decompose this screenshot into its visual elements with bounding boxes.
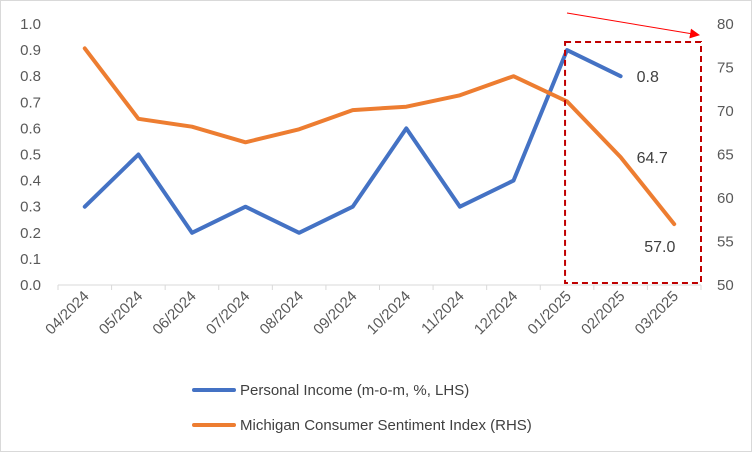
right-y-tick-label: 75 [717,60,734,77]
left-y-tick-label: 0.9 [20,42,41,59]
right-y-tick-label: 65 [717,147,734,164]
data-label: 57.0 [644,239,675,256]
highlight-box [564,41,703,284]
x-tick-label: 02/2025 [578,288,628,338]
data-label: 0.8 [637,69,659,86]
right-y-tick-label: 70 [717,103,734,120]
left-y-tick-label: 0.8 [20,68,41,85]
x-tick-label: 10/2024 [364,288,414,338]
series-line-2 [82,46,677,227]
series-line-1 [82,48,623,235]
left-y-tick-label: 0.1 [20,251,41,268]
legend-label-1: Personal Income (m-o-m, %, LHS) [240,382,469,399]
right-y-tick-label: 60 [717,190,734,207]
x-tick-label: 04/2024 [42,288,92,338]
trend-arrow [566,12,700,39]
left-y-tick-label: 1.0 [20,16,41,33]
right-y-tick-label: 55 [717,234,734,251]
x-tick-label: 03/2025 [632,288,682,338]
right-y-tick-label: 80 [717,16,734,33]
x-tick-label: 11/2024 [418,288,468,338]
x-tick-label: 09/2024 [310,288,360,338]
left-y-tick-label: 0.7 [20,94,41,111]
legend-label-2: Michigan Consumer Sentiment Index (RHS) [240,417,532,434]
x-tick-label: 06/2024 [149,288,199,338]
data-label: 64.7 [637,150,668,167]
right-y-tick-label: 50 [717,277,734,294]
left-y-tick-label: 0.6 [20,120,41,137]
x-tick-label: 01/2025 [524,288,574,338]
left-y-tick-label: 0.3 [20,199,41,216]
x-tick-label: 12/2024 [471,288,521,338]
left-y-tick-label: 0.0 [20,277,41,294]
x-tick-label: 05/2024 [96,288,146,338]
x-tick-label: 07/2024 [203,288,253,338]
x-tick-label: 08/2024 [257,288,307,338]
left-y-tick-label: 0.4 [20,173,41,190]
left-y-tick-label: 0.5 [20,147,41,164]
left-y-tick-label: 0.2 [20,225,41,242]
